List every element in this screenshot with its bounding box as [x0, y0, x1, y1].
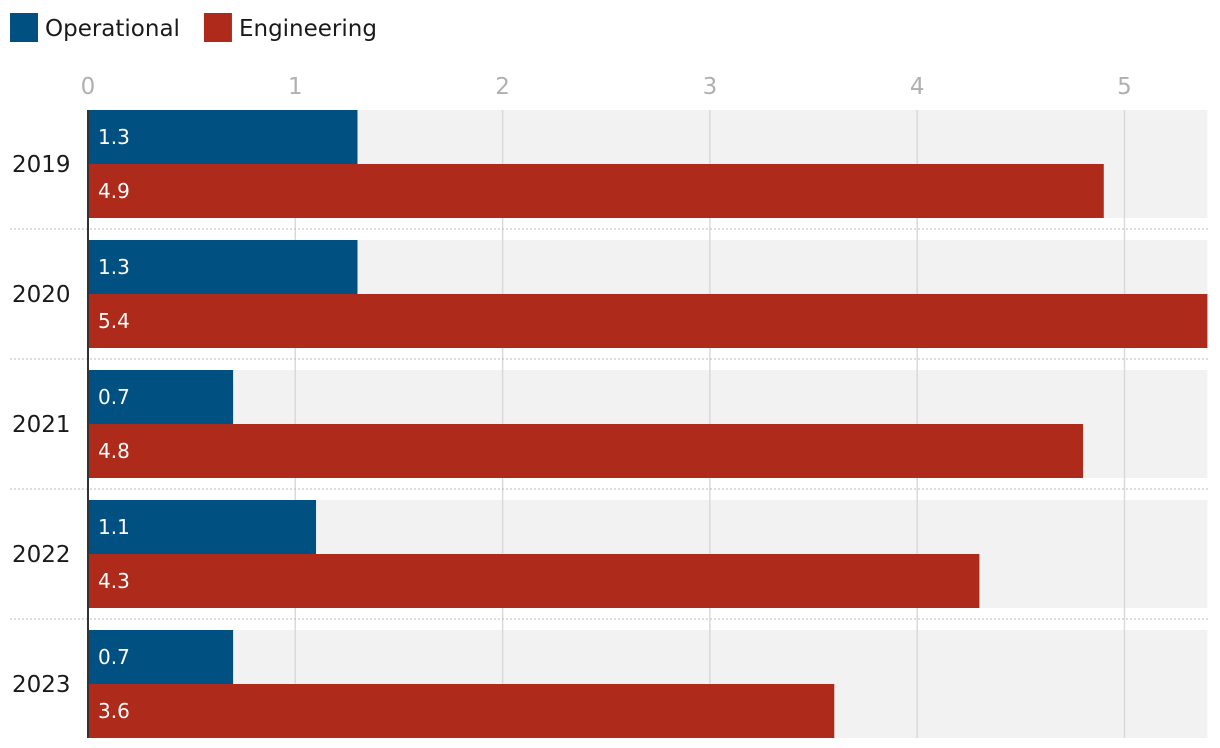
bar-operational-2023: [88, 630, 234, 684]
category-label-2023: 2023: [12, 672, 71, 698]
bar-engineering-2023: [88, 684, 835, 738]
bar-engineering-2021: [88, 424, 1084, 478]
bar-engineering-2019: [88, 164, 1104, 218]
data-label-engineering-2022: 4.3: [98, 569, 130, 593]
x-tick-label: 5: [1117, 74, 1132, 100]
category-label-2021: 2021: [12, 412, 71, 438]
bar-engineering-2022: [88, 554, 980, 608]
bar-operational-2021: [88, 370, 234, 424]
bar-operational-2019: [88, 110, 358, 164]
data-labels: 1.3 4.9 1.3 5.4 0.7 4.8 1.1 4.3 0.7 3.6: [98, 125, 130, 723]
legend-label-engineering: Engineering: [239, 16, 377, 42]
data-label-engineering-2021: 4.8: [98, 439, 130, 463]
data-label-engineering-2023: 3.6: [98, 699, 130, 723]
axes: 2019 2020 2021 2022 2023 0 1 2 3 4 5: [10, 74, 1208, 738]
legend-swatch-operational: [10, 13, 38, 42]
data-label-engineering-2019: 4.9: [98, 179, 130, 203]
x-tick-label: 2: [495, 74, 510, 100]
x-tick-label: 3: [703, 74, 718, 100]
legend-swatch-engineering: [203, 13, 232, 42]
legend-label-operational: Operational: [45, 16, 180, 42]
data-label-operational-2020: 1.3: [98, 255, 130, 279]
x-tick-label: 4: [910, 74, 925, 100]
x-tick-label: 1: [288, 74, 303, 100]
data-label-operational-2023: 0.7: [98, 645, 130, 669]
bar-operational-2020: [88, 240, 358, 294]
category-label-2020: 2020: [12, 282, 71, 308]
bar-engineering-2020: [88, 294, 1208, 348]
category-label-2019: 2019: [12, 152, 71, 178]
data-label-engineering-2020: 5.4: [98, 309, 130, 333]
bar-operational-2022: [88, 500, 317, 554]
legend: Operational Engineering: [10, 13, 377, 42]
bars: [88, 110, 1208, 738]
data-label-operational-2021: 0.7: [98, 385, 130, 409]
category-label-2022: 2022: [12, 542, 71, 568]
data-label-operational-2022: 1.1: [98, 515, 130, 539]
data-label-operational-2019: 1.3: [98, 125, 130, 149]
x-tick-label: 0: [81, 74, 96, 100]
